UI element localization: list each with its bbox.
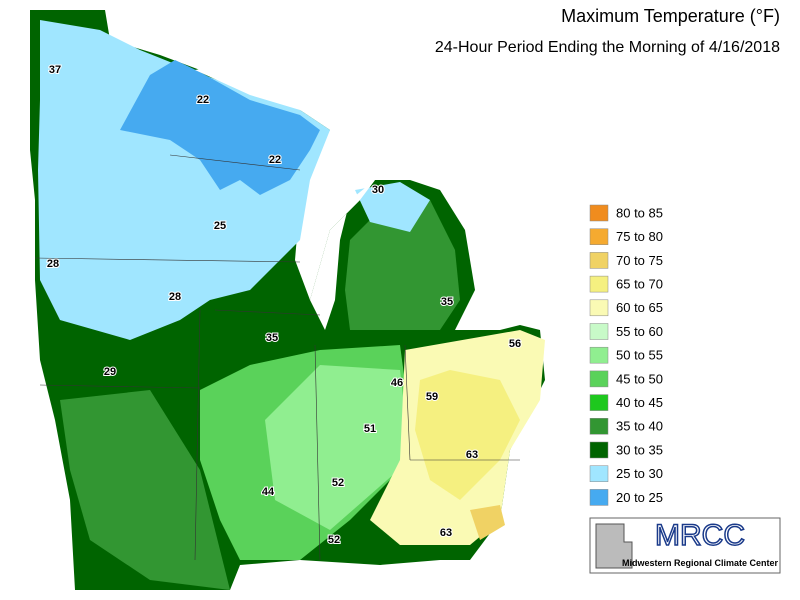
legend-label: 35 to 40	[616, 419, 663, 434]
legend-label: 65 to 70	[616, 277, 663, 292]
legend-swatch	[589, 323, 609, 340]
station-value: 44	[262, 486, 275, 498]
logo-icon	[595, 523, 633, 569]
station-value: 52	[328, 534, 340, 546]
station-value: 52	[332, 477, 344, 489]
station-value: 28	[169, 291, 181, 303]
state-borders	[34, 154, 520, 561]
legend-swatch	[589, 275, 609, 293]
legend-label: 30 to 35	[616, 442, 663, 457]
temperature-zone	[38, 20, 330, 340]
legend-label: 50 to 55	[616, 348, 663, 363]
logo: MRCC Midwestern Regional Climate Center	[589, 517, 781, 574]
temperature-regions	[30, 10, 545, 590]
station-value: 35	[266, 332, 278, 344]
legend-swatch	[589, 418, 609, 435]
legend-label: 45 to 50	[616, 371, 663, 386]
station-value: 22	[197, 94, 209, 106]
legend-label: 20 to 25	[616, 490, 663, 505]
logo-full-name: Midwestern Regional Climate Center	[622, 558, 779, 568]
station-value: 29	[104, 366, 116, 378]
map-title: Maximum Temperature (°F)	[561, 6, 780, 26]
station-value: 37	[49, 64, 61, 76]
legend-label: 80 to 85	[616, 205, 663, 220]
station-value: 46	[391, 377, 403, 389]
station-value: 59	[426, 391, 438, 403]
legend-swatch	[589, 465, 609, 482]
station-value: 35	[441, 296, 453, 308]
legend-swatch	[589, 346, 609, 364]
temperature-zone	[60, 390, 230, 590]
logo-name: MRCC	[655, 519, 745, 552]
temperature-zone	[265, 365, 410, 530]
temperature-zone	[470, 505, 505, 540]
legend-swatch	[589, 228, 609, 245]
legend-label: 25 to 30	[616, 466, 663, 481]
legend-label: 75 to 80	[616, 229, 663, 244]
temperature-zone	[345, 200, 460, 330]
lake	[195, 60, 380, 125]
legend-swatch	[589, 370, 609, 388]
station-value: 56	[509, 338, 521, 350]
station-value: 63	[466, 449, 478, 461]
temperature-zone	[415, 370, 520, 500]
station-value: 51	[364, 423, 376, 435]
lake	[310, 180, 375, 330]
legend: 80 to 85 75 to 80 70 to 75 65 to 70 60 to 65…	[589, 204, 663, 506]
legend-label: 55 to 60	[616, 324, 663, 339]
legend-swatch	[589, 441, 609, 459]
station-value: 28	[47, 258, 59, 270]
station-labels: 37 22 22 30 25 28 28 35 35 56 29 46 59 51 63 52 44 63 52	[46, 63, 522, 547]
station-value: 63	[440, 527, 452, 539]
legend-swatch	[589, 204, 609, 222]
map-subtitle: 24-Hour Period Ending the Morning of 4/1…	[435, 39, 780, 56]
legend-swatch	[589, 252, 609, 269]
legend-label: 40 to 45	[616, 395, 663, 410]
station-value: 30	[372, 184, 384, 196]
legend-swatch	[589, 394, 609, 411]
temperature-zone	[120, 60, 320, 195]
legend-label: 70 to 75	[616, 253, 663, 268]
station-value: 25	[214, 220, 226, 232]
legend-label: 60 to 65	[616, 300, 663, 315]
temperature-zone	[355, 182, 430, 232]
legend-swatch	[589, 299, 609, 317]
station-value: 22	[269, 154, 281, 166]
legend-swatch	[589, 489, 609, 506]
